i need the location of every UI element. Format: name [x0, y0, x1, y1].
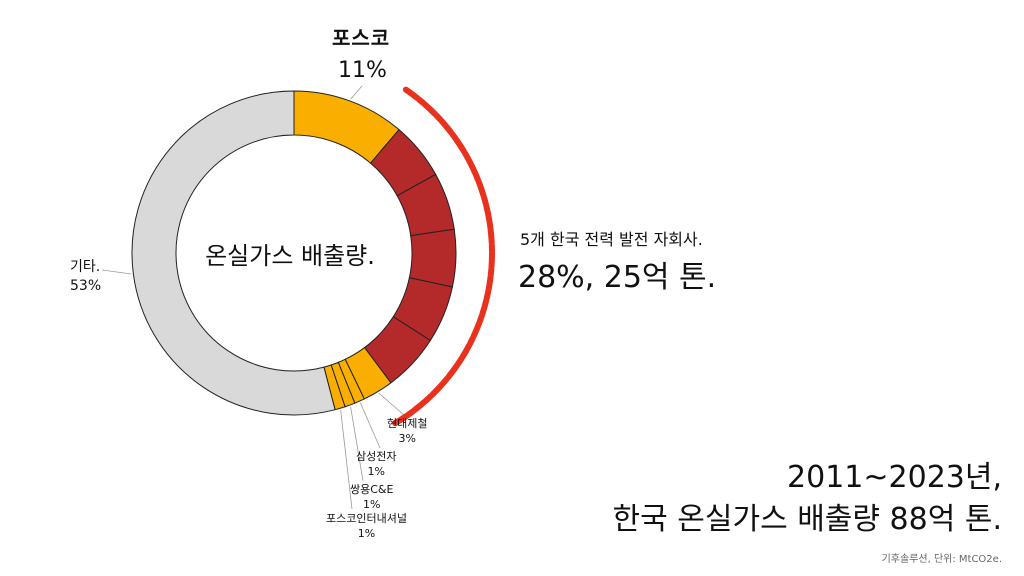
- posco-intl-percent: 1%: [357, 527, 376, 540]
- source-note: 기후솔루션, 단위: MtCO2e.: [881, 554, 1002, 565]
- hyundai-steel-name: 현대제철: [387, 417, 428, 430]
- ssangyong-percent: 1%: [363, 498, 381, 511]
- hyundai-steel-label: 현대제철 3%: [387, 416, 427, 446]
- leader-posco-intl: [340, 410, 353, 510]
- donut-slices: [131, 90, 457, 416]
- ssangyong-label: 쌍용C&E 1%: [350, 482, 393, 512]
- samsung-percent: 1%: [367, 465, 385, 478]
- donut-center-label: 온실가스 배출량.: [205, 242, 375, 270]
- other-label: 기타.: [70, 259, 101, 275]
- posco-intl-name: 포스코인터내셔널: [326, 512, 407, 525]
- posco-label: 포스코: [332, 26, 391, 50]
- donut-slice-10: [131, 90, 336, 416]
- gencos-subtitle: 5개 한국 전력 발전 자회사.: [520, 230, 703, 249]
- ssangyong-name: 쌍용C&E: [350, 483, 394, 496]
- donut-slice-3: [408, 228, 457, 288]
- leader-samsung: [360, 402, 381, 449]
- samsung-label: 삼성전자 1%: [356, 449, 396, 479]
- leader-hyundai: [378, 392, 405, 416]
- posco-percent: 11%: [338, 58, 387, 83]
- other-percent: 53%: [70, 278, 102, 294]
- leader-lines: [101, 85, 405, 510]
- gencos-share: 28%, 25억 톤.: [518, 260, 717, 295]
- leader-ssangyong: [350, 406, 364, 482]
- gencos-bracket-arc: [392, 86, 495, 427]
- footer-period: 2011~2023년,: [787, 460, 1002, 495]
- hyundai-steel-percent: 3%: [398, 432, 416, 445]
- posco-intl-label: 포스코인터내셔널 1%: [326, 511, 407, 541]
- leader-other: [101, 269, 132, 275]
- samsung-name: 삼성전자: [356, 450, 397, 463]
- leader-posco: [350, 85, 363, 100]
- footer-total: 한국 온실가스 배출량 88억 톤.: [612, 502, 1002, 537]
